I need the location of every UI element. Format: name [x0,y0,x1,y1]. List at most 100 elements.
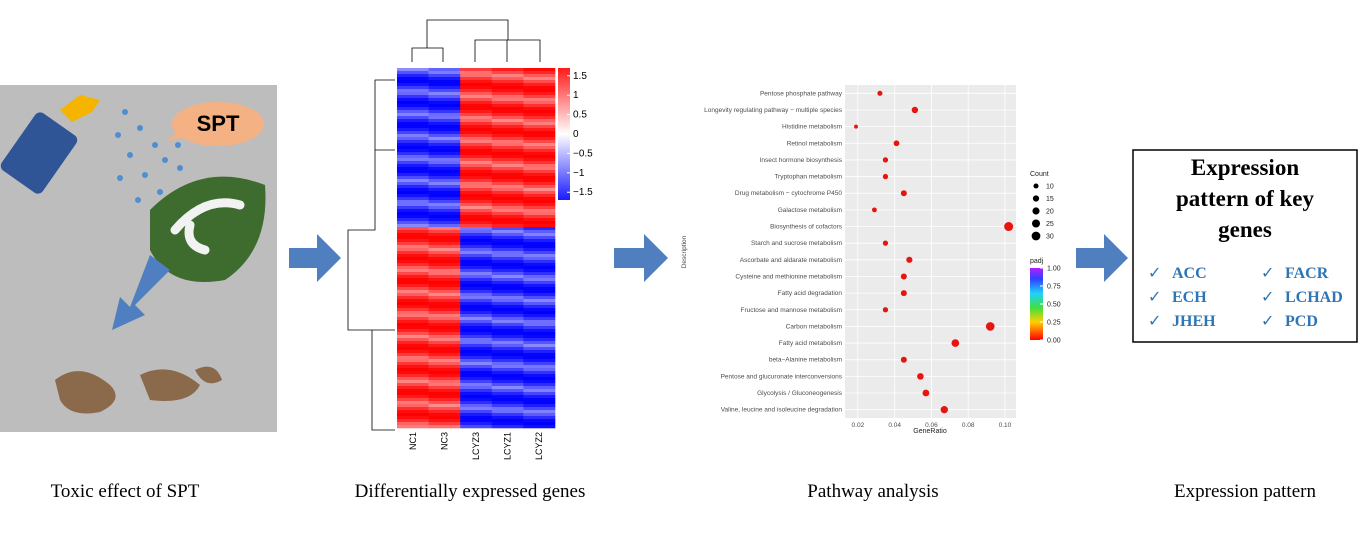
heatmap-cell [523,281,556,285]
heatmap-cell [523,410,556,414]
column-label: LCYZ2 [534,432,544,460]
heatmap-cell [397,101,429,105]
heatmap-cell [460,146,493,150]
heatmap-cell [460,314,493,318]
heatmap-cell [460,344,493,348]
heatmap-cell [460,242,493,246]
heatmap-cell [491,377,524,381]
heatmap-cell [460,332,493,336]
heatmap-cell [491,224,524,228]
heatmap-cell [491,92,524,96]
heatmap-cell [428,401,461,405]
heatmap-cell [397,104,429,108]
heatmap-cell [523,155,556,159]
heatmap-cell [491,404,524,408]
heatmap-cell [491,74,524,78]
heatmap-cell [523,158,556,162]
heatmap-cell [523,374,556,378]
heatmap-cell [523,347,556,351]
heatmap-cell [491,305,524,309]
heatmap-cell [460,80,493,84]
heatmap-cell [428,68,461,72]
heatmap-cell [428,422,461,426]
heatmap-cell [397,161,429,165]
colorbar-tick-label: 0 [573,129,579,140]
heatmap-cell [428,95,461,99]
heatmap-cell [397,338,429,342]
heatmap-cell [397,134,429,138]
heatmap-cell [523,212,556,216]
heatmap-cell [397,266,429,270]
colorbar-tick-label: −1 [573,168,585,179]
heatmap-cell [460,104,493,108]
heatmap-cell [491,245,524,249]
heatmap-cell [523,305,556,309]
heatmap-cell [460,200,493,204]
heatmap-cell [491,173,524,177]
heatmap-cell [460,275,493,279]
heatmap-cell [491,83,524,87]
heatmap-cell [491,227,524,231]
dot [882,173,889,180]
heatmap-cell [523,320,556,324]
padj-colorbar [1030,268,1043,340]
heatmap-cell [523,260,556,264]
heatmap-cell [428,158,461,162]
heatmap-cell [428,272,461,276]
heatmap-cell [397,356,429,360]
y-tick-label: Tryptophan metabolism [774,174,842,181]
heatmap-cell [397,398,429,402]
heatmap-cell [523,245,556,249]
heatmap-cell [523,104,556,108]
heatmap-cell [523,395,556,399]
heatmap-cell [491,419,524,423]
heatmap-cell [428,80,461,84]
heatmap-cell [491,101,524,105]
heatmap-cell [491,284,524,288]
heatmap-cell [397,146,429,150]
heatmap-cell [523,164,556,168]
heatmap-cell [460,329,493,333]
x-tick-label: 0.08 [962,422,975,429]
heatmap-cell [491,338,524,342]
heatmap-cell [397,347,429,351]
heatmap-cell [428,356,461,360]
heatmap-cell [460,356,493,360]
y-axis-label: Description [681,235,688,268]
size-legend-label: 10 [1046,184,1054,191]
heatmap-cell [491,197,524,201]
heatmap-cell [523,290,556,294]
heatmap-cell [397,152,429,156]
heatmap-cell [428,377,461,381]
heatmap-cell [460,191,493,195]
heatmap-cell [397,227,429,231]
heatmap-cell [460,413,493,417]
heatmap-cell [523,107,556,111]
heatmap-cell [397,242,429,246]
heatmap-cell [397,326,429,330]
heatmap-cell [428,359,461,363]
heatmap-cell [397,182,429,186]
heatmap-cell [523,221,556,225]
heatmap-cell [460,224,493,228]
heatmap-cell [428,224,461,228]
heatmap-cell [523,146,556,150]
colorbar-tick-label: 1.5 [573,71,587,82]
heatmap-cell [428,92,461,96]
heatmap-cell [428,338,461,342]
heatmap-cell [397,371,429,375]
heatmap-cell [491,98,524,102]
heatmap-cell [491,299,524,303]
heatmap-cell [460,95,493,99]
heatmap-cell [397,269,429,273]
heatmap-cell [428,314,461,318]
heatmap-cell [491,251,524,255]
heatmap-cell [428,239,461,243]
heatmap-cell [397,173,429,177]
heatmap-cell [491,269,524,273]
heatmap-cell [523,179,556,183]
heatmap-cell [428,149,461,153]
heatmap-cell [397,389,429,393]
heatmap-cell [491,332,524,336]
heatmap-cell [523,341,556,345]
